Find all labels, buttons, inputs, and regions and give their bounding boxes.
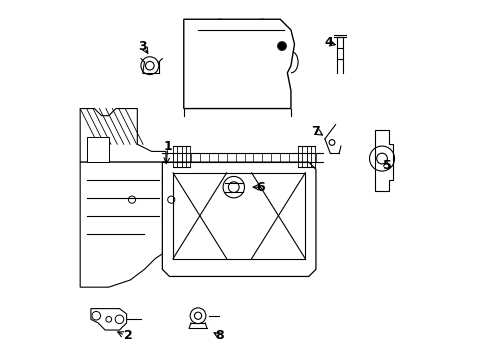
Polygon shape bbox=[87, 137, 108, 162]
Text: 7: 7 bbox=[311, 125, 320, 138]
Polygon shape bbox=[128, 198, 175, 207]
Text: 8: 8 bbox=[215, 329, 224, 342]
Polygon shape bbox=[80, 162, 173, 287]
Polygon shape bbox=[91, 309, 126, 330]
Polygon shape bbox=[128, 193, 135, 207]
Polygon shape bbox=[374, 130, 392, 191]
Text: 6: 6 bbox=[256, 181, 264, 194]
Polygon shape bbox=[162, 162, 315, 276]
Text: 2: 2 bbox=[124, 329, 133, 342]
Text: 4: 4 bbox=[324, 36, 332, 49]
Polygon shape bbox=[80, 109, 165, 162]
Text: 3: 3 bbox=[138, 40, 147, 53]
Text: 1: 1 bbox=[163, 140, 172, 153]
Text: 5: 5 bbox=[382, 159, 391, 172]
Polygon shape bbox=[167, 193, 175, 207]
Polygon shape bbox=[183, 19, 294, 109]
Circle shape bbox=[277, 42, 285, 50]
